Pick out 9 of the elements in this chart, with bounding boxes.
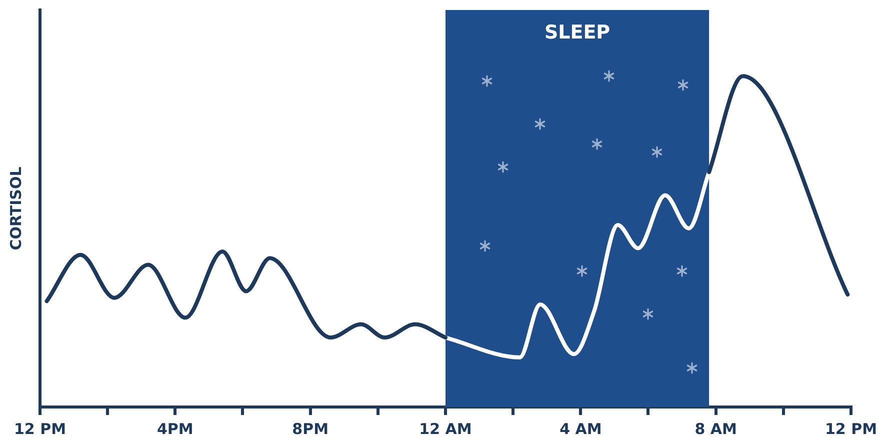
x-tick-label: 12 PM — [14, 420, 66, 438]
x-tick-label: 8PM — [292, 420, 329, 438]
x-tick-label: 4 AM — [560, 420, 602, 438]
x-tick-label: 8 AM — [694, 420, 737, 438]
x-tick-label: 12 AM — [419, 420, 472, 438]
y-axis-title: CORTISOL — [6, 166, 25, 250]
x-tick-label: 4PM — [156, 420, 194, 438]
x-tick-label: 12 PM — [824, 420, 878, 438]
band-label: SLEEP — [544, 21, 610, 44]
